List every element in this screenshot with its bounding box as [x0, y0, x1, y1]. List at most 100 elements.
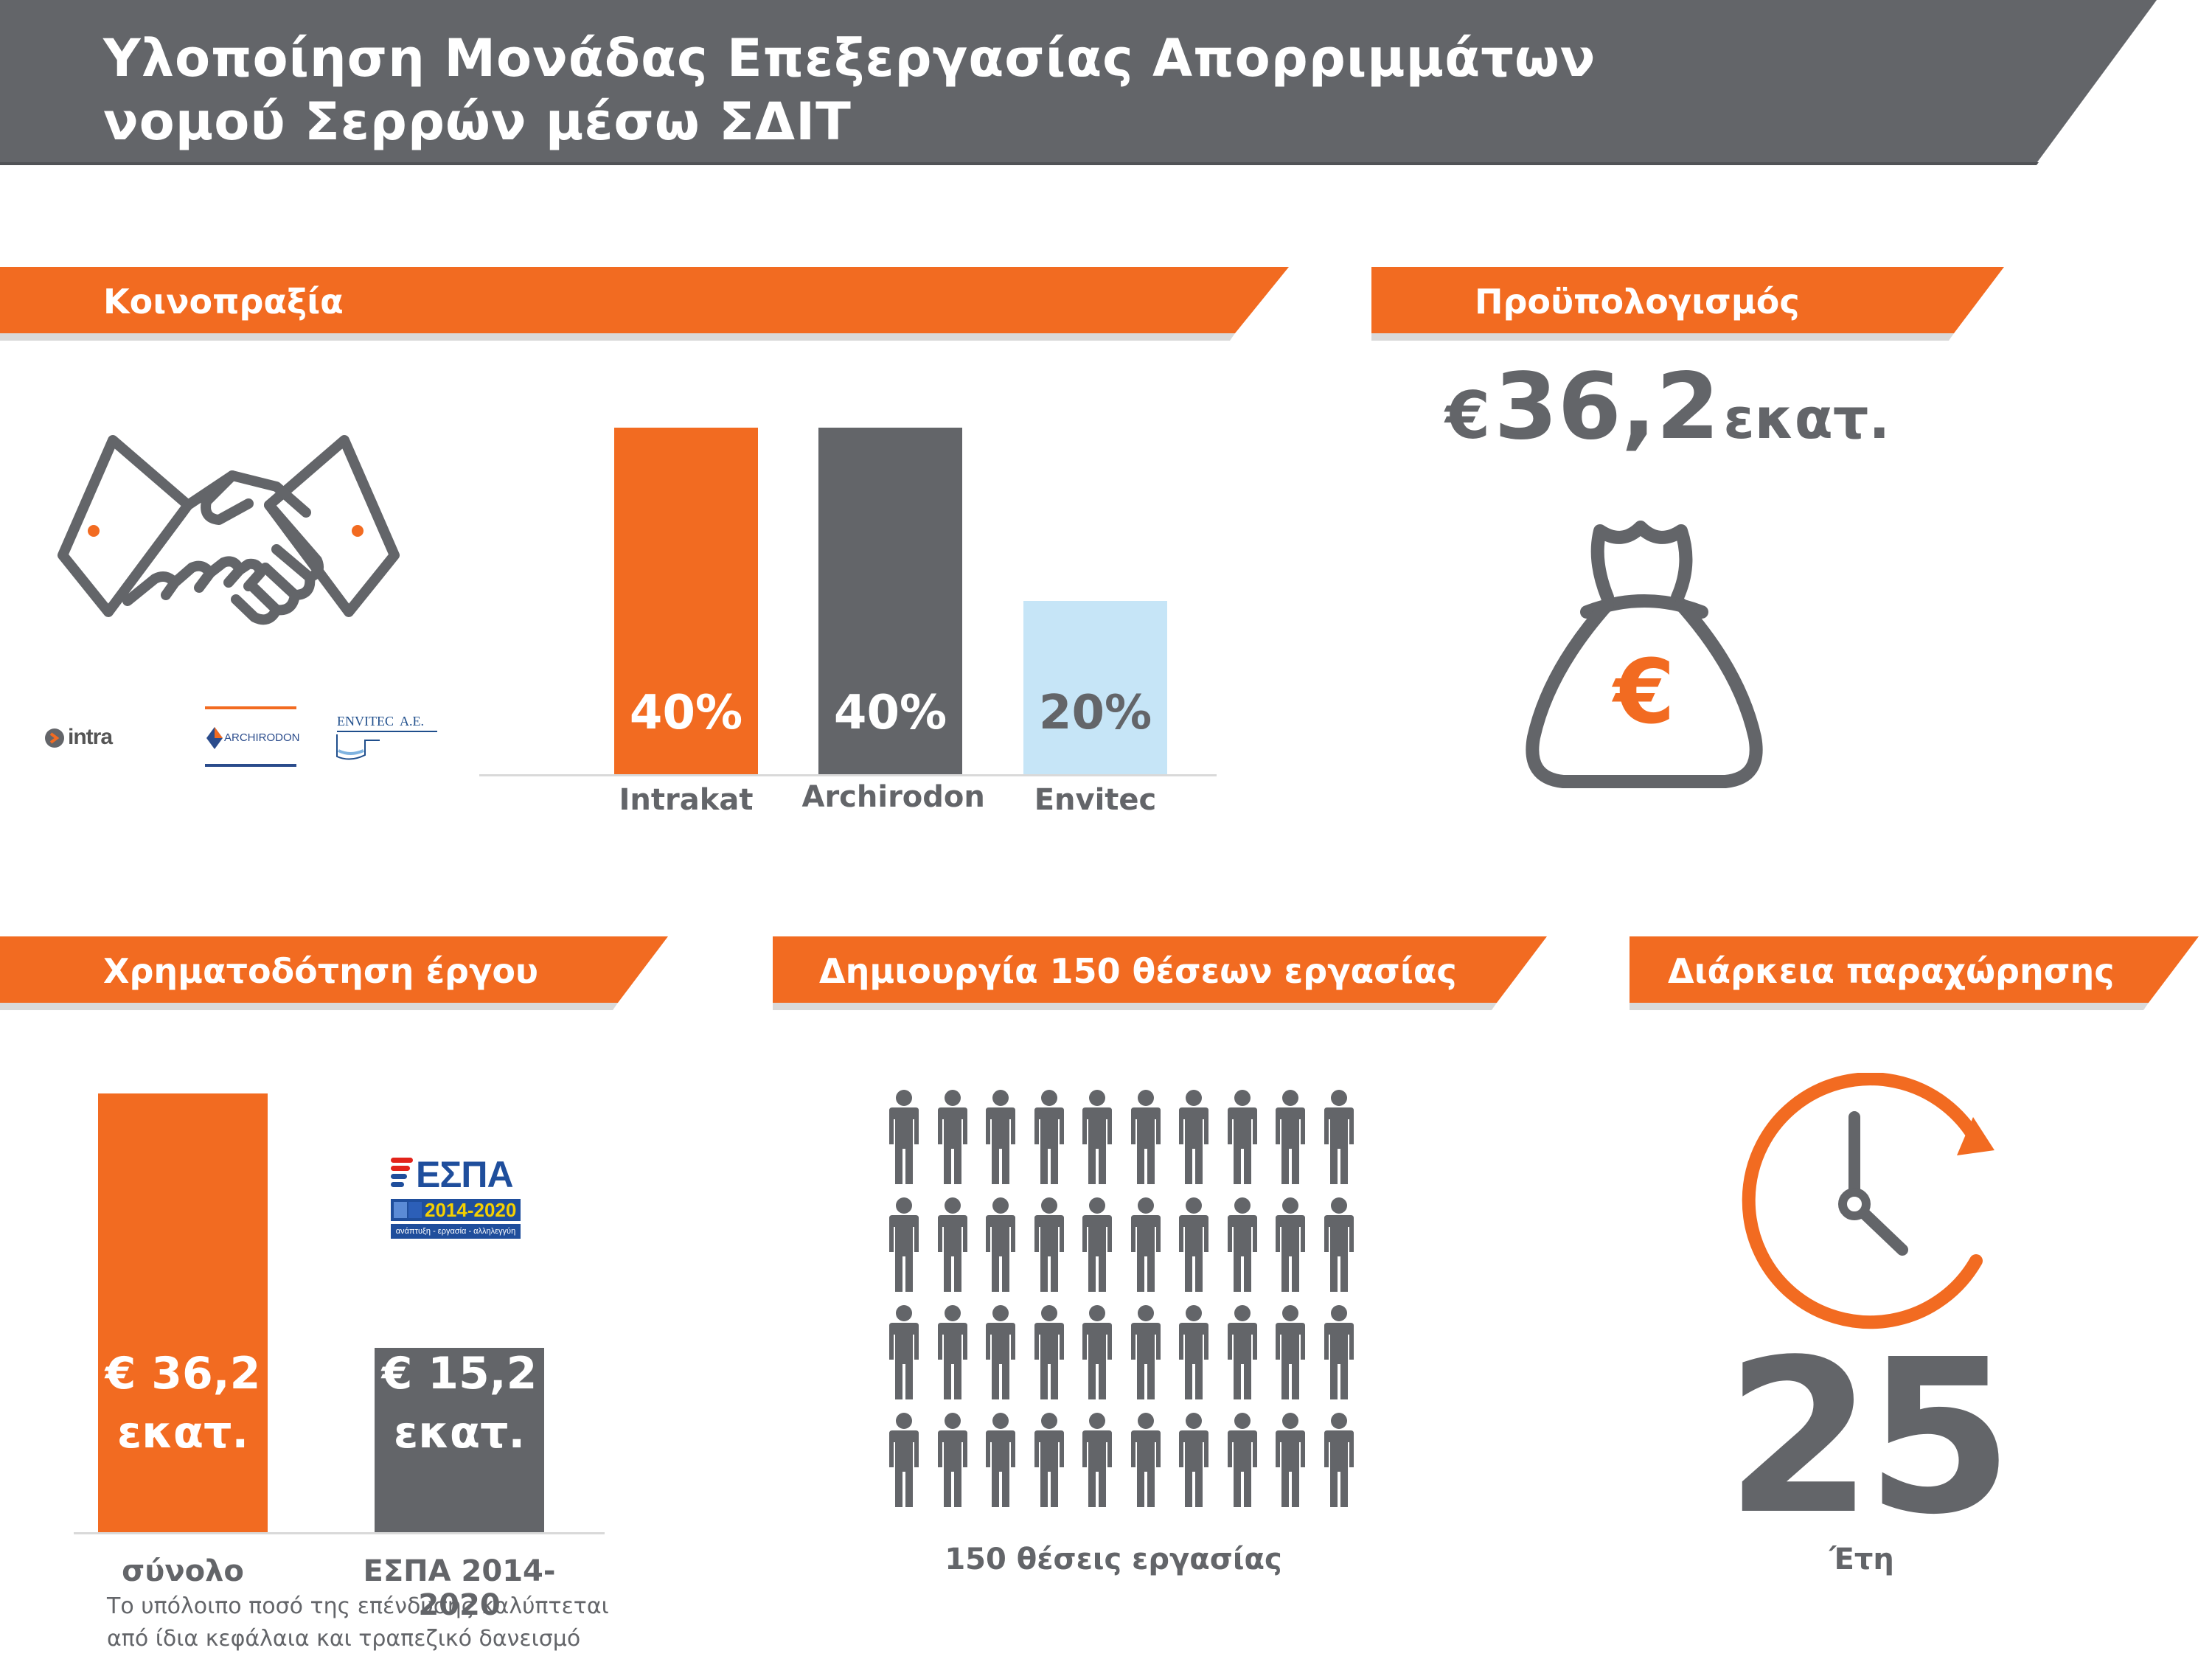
- financing-note-line1: Το υπόλοιπο ποσό της επένδυσης καλύπτετα…: [107, 1593, 609, 1619]
- consortium-chart-baseline: [479, 774, 1217, 776]
- section-label-consortium: Κοινοπραξία: [103, 282, 344, 321]
- person-icon: [1078, 1413, 1116, 1509]
- archirodon-logo-bottom-rule: [205, 764, 296, 767]
- budget-currency: €: [1445, 378, 1491, 453]
- envitec-logo: ENVITEC A.E.: [335, 714, 439, 765]
- person-icon: [1223, 1090, 1262, 1186]
- page-title-line2: νομού Σερρών μέσω ΣΔΙΤ: [103, 91, 852, 152]
- person-icon: [1175, 1305, 1213, 1401]
- bar-espa: € 15,2 εκατ.: [375, 1348, 544, 1532]
- person-icon: [981, 1090, 1020, 1186]
- bar-archirodon: 40%: [818, 428, 962, 774]
- person-icon: [1271, 1413, 1310, 1509]
- person-icon: [1030, 1305, 1068, 1401]
- person-icon: [981, 1413, 1020, 1509]
- bar-value-label: 40%: [833, 686, 947, 740]
- section-label-financing: Χρηματοδότηση έργου: [103, 951, 538, 991]
- person-icon: [885, 1413, 923, 1509]
- person-icon: [981, 1197, 1020, 1293]
- clock-icon: [1725, 1072, 2006, 1331]
- espa-logo-stripes: [391, 1158, 413, 1193]
- person-icon: [1078, 1305, 1116, 1401]
- handshake-icon: [55, 431, 402, 634]
- person-icon: [1320, 1305, 1358, 1401]
- person-icon: [933, 1090, 972, 1186]
- cuff-button-left: [88, 525, 100, 537]
- category-label: Intrakat: [619, 783, 754, 817]
- person-icon: [1078, 1197, 1116, 1293]
- category-label: ΕΣΠΑ 2014-2020: [363, 1554, 556, 1622]
- category-label: Envitec: [1034, 783, 1157, 817]
- person-icon: [1271, 1197, 1310, 1293]
- people-grid: [885, 1090, 1364, 1507]
- person-icon: [933, 1305, 972, 1401]
- financing-chart: € 36,2 εκατ. σύνολο € 15,2 εκατ. ΕΣΠΑ 2014-20…: [74, 1084, 605, 1622]
- person-icon: [1078, 1090, 1116, 1186]
- consortium-chart: 40% Intrakat 40% Archirodon 20% Envitec: [479, 428, 1217, 826]
- euro-symbol: €: [1613, 641, 1675, 744]
- archirodon-logo-top-rule: [205, 706, 296, 709]
- financing-note: Το υπόλοιπο ποσό της επένδυσης καλύπτετα…: [107, 1590, 667, 1655]
- person-icon: [1271, 1090, 1310, 1186]
- person-icon: [1271, 1305, 1310, 1401]
- section-header-consortium: Κοινοπραξία: [0, 267, 1290, 341]
- section-header-budget: Προϋπολογισμός: [1371, 267, 2006, 341]
- person-icon: [1127, 1413, 1165, 1509]
- intrakat-logo: intra: [44, 725, 177, 754]
- page-title-line1: Υλοποίηση Μονάδας Επεξεργασίας Απορριμμά…: [103, 28, 1596, 88]
- duration-unit: Έτη: [1829, 1543, 1894, 1576]
- bar-envitec: 20%: [1023, 601, 1167, 774]
- section-label-duration: Διάρκεια παραχώρησης: [1668, 951, 2115, 991]
- person-icon: [1320, 1090, 1358, 1186]
- money-bag-icon: €: [1519, 516, 1770, 796]
- person-icon: [885, 1090, 923, 1186]
- bar-value-label: € 36,2 εκατ.: [105, 1348, 261, 1458]
- duration-value: 25: [1725, 1314, 2014, 1561]
- espa-logo-years: 2014-2020: [425, 1199, 517, 1221]
- person-icon: [1127, 1305, 1165, 1401]
- title-band: Υλοποίηση Μονάδας Επεξεργασίας Απορριμμά…: [0, 0, 2212, 165]
- person-icon: [1175, 1090, 1213, 1186]
- bar-total: € 36,2 εκατ.: [98, 1093, 268, 1532]
- category-label: σύνολο: [122, 1554, 244, 1588]
- person-icon: [1223, 1413, 1262, 1509]
- financing-chart-baseline: [74, 1532, 605, 1534]
- espa-logo-band: 2014-2020: [391, 1199, 521, 1221]
- flag-eu-icon: [408, 1202, 422, 1218]
- section-header-jobs: Δημιουργία 150 θέσεων εργασίας: [773, 936, 1548, 1010]
- bar-value-label: 20%: [1038, 686, 1152, 740]
- section-header-financing: Χρηματοδότηση έργου: [0, 936, 671, 1010]
- espa-logo-tagline: ανάπτυξη - εργασία - αλληλεγγύη: [391, 1224, 521, 1239]
- intrakat-logo-text-a: intra: [68, 725, 113, 749]
- person-icon: [885, 1197, 923, 1293]
- section-label-budget: Προϋπολογισμός: [1475, 282, 1800, 321]
- cuff-button-right: [352, 525, 364, 537]
- bar-value-label: € 15,2 εκατ.: [381, 1348, 538, 1458]
- person-icon: [933, 1197, 972, 1293]
- person-icon: [1175, 1197, 1213, 1293]
- financing-note-line2: από ίδια κεφάλαια και τραπεζικό δανεισμό: [107, 1626, 581, 1652]
- person-icon: [1030, 1413, 1068, 1509]
- budget-unit: εκατ.: [1723, 386, 1891, 451]
- bar-value-label: 40%: [629, 686, 743, 740]
- person-icon: [1223, 1305, 1262, 1401]
- page-title: Υλοποίηση Μονάδας Επεξεργασίας Απορριμμά…: [103, 27, 1596, 153]
- budget-value: € 36,2 εκατ.: [1445, 354, 1961, 465]
- jobs-caption: 150 θέσεις εργασίας: [945, 1543, 1282, 1576]
- section-header-duration: Διάρκεια παραχώρησης: [1630, 936, 2212, 1010]
- person-icon: [1223, 1197, 1262, 1293]
- person-icon: [1175, 1413, 1213, 1509]
- person-icon: [933, 1413, 972, 1509]
- person-icon: [1320, 1197, 1358, 1293]
- section-label-jobs: Δημιουργία 150 θέσεων εργασίας: [819, 951, 1457, 991]
- archirodon-logo-text: ARCHIRODON: [224, 731, 300, 744]
- budget-amount: 36,2: [1494, 354, 1720, 460]
- person-icon: [1030, 1090, 1068, 1186]
- person-icon: [1127, 1090, 1165, 1186]
- espa-logo-text: ΕΣΠΑ: [416, 1154, 514, 1195]
- person-icon: [1127, 1197, 1165, 1293]
- espa-logo: ΕΣΠΑ 2014-2020 ανάπτυξη - εργασία - αλλη…: [391, 1154, 524, 1245]
- bar-intrakat: 40%: [614, 428, 758, 774]
- person-icon: [1030, 1197, 1068, 1293]
- flag-gr-icon: [394, 1202, 407, 1218]
